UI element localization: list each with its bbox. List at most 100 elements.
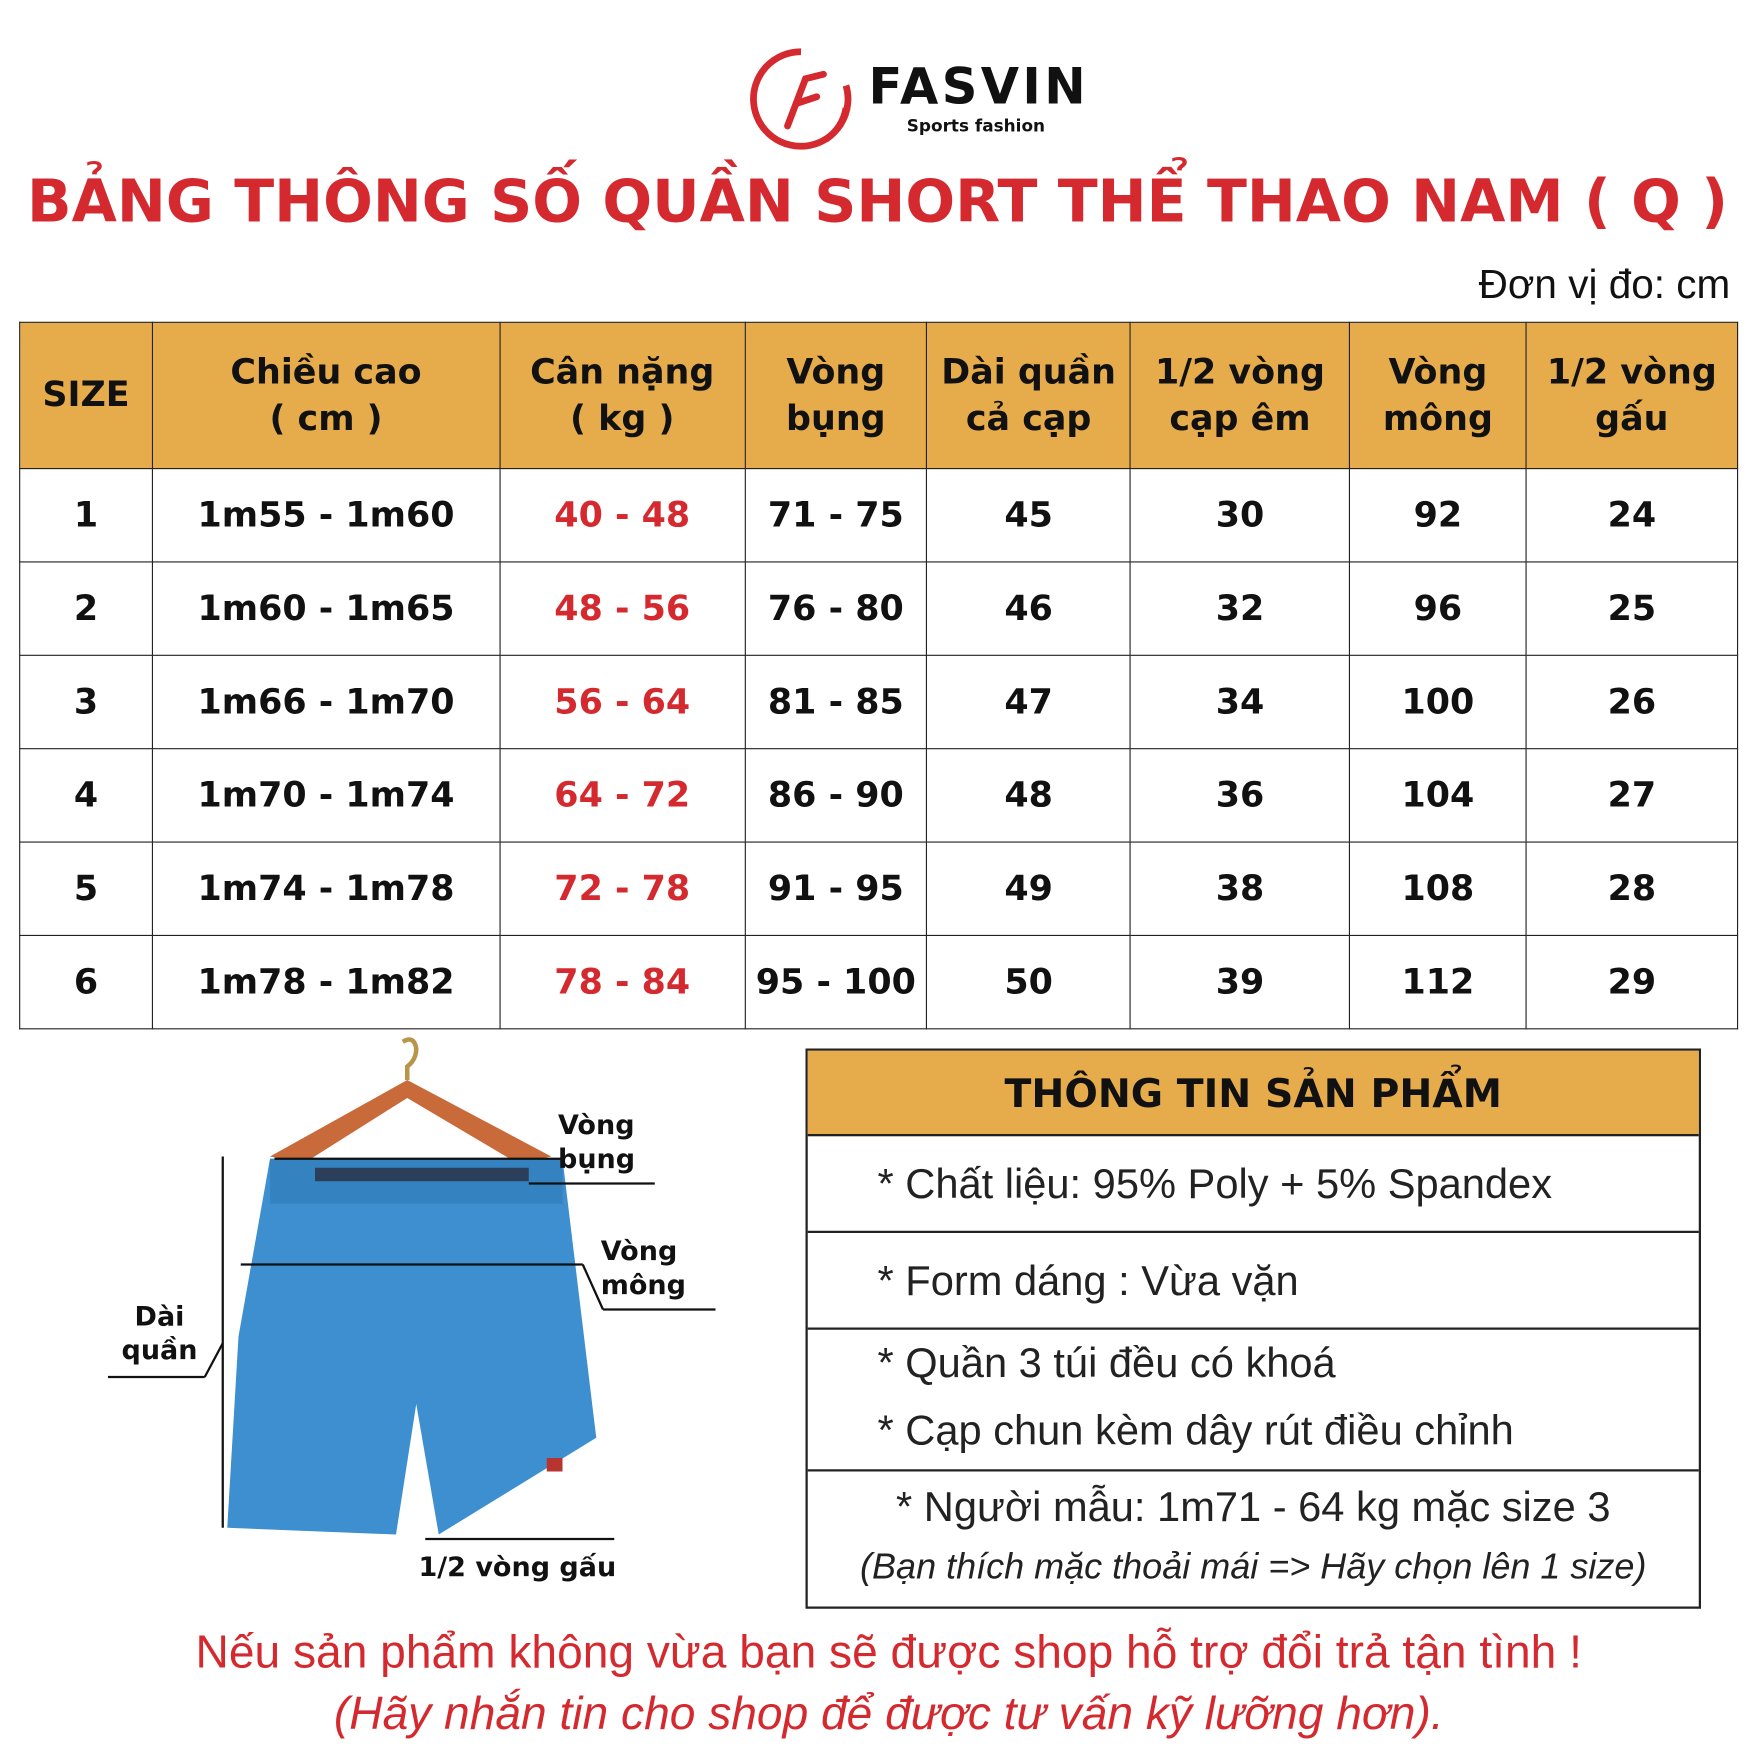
hip-label: Vòng mông [600, 1235, 686, 1301]
table-cell: 38 [1129, 841, 1351, 936]
table-cell: 104 [1349, 748, 1527, 843]
table-cell: 40 - 48 [499, 468, 746, 563]
table-cell: 25 [1525, 561, 1739, 656]
table-cell: 4 [19, 748, 153, 843]
table-cell: 32 [1129, 561, 1351, 656]
column-header-line: cả cạp [965, 397, 1092, 439]
column-header-line: ( kg ) [570, 397, 675, 439]
column-header: SIZE [19, 321, 153, 470]
column-header-line: bụng [786, 397, 886, 439]
table-cell: 3 [19, 654, 153, 750]
brand-name: FASVIN [868, 58, 1089, 116]
shorts-diagram [108, 1037, 716, 1541]
table-row: 4 1m70 - 1m74 64 - 72 86 - 90 48 36 104 27 [19, 748, 1739, 843]
table-cell: 1m70 - 1m74 [151, 748, 501, 843]
product-info-title: THÔNG TIN SẢN PHẨM [807, 1050, 1699, 1137]
info-pockets: * Quần 3 túi đều có khoá [877, 1339, 1336, 1386]
column-header-line: gấu [1595, 397, 1669, 439]
hanger-icon [270, 1080, 552, 1164]
table-cell: 2 [19, 561, 153, 656]
table-cell: 1m74 - 1m78 [151, 841, 501, 936]
column-header: Cân nặng( kg ) [499, 321, 746, 470]
table-cell: 39 [1129, 934, 1351, 1030]
column-header-line: 1/2 vòng [1546, 351, 1717, 393]
table-cell: 81 - 85 [744, 654, 928, 750]
info-waistband: * Cạp chun kèm dây rút điều chỉnh [877, 1407, 1514, 1454]
table-cell: 1m78 - 1m82 [151, 934, 501, 1030]
table-cell: 34 [1129, 654, 1351, 750]
table-cell: 26 [1525, 654, 1739, 750]
table-cell: 50 [926, 934, 1131, 1030]
table-cell: 64 - 72 [499, 748, 746, 843]
waist-label: Vòng bụng [558, 1109, 636, 1175]
info-tip: (Bạn thích mặc thoải mái => Hãy chọn lên… [860, 1545, 1647, 1587]
table-cell: 96 [1349, 561, 1527, 656]
table-cell: 112 [1349, 934, 1527, 1030]
column-header-line: Chiều cao [230, 351, 422, 393]
table-cell: 46 [926, 561, 1131, 656]
table-cell: 29 [1525, 934, 1739, 1030]
column-header-line: cạp êm [1169, 397, 1311, 439]
info-form: * Form dáng : Vừa vặn [807, 1233, 1699, 1330]
column-header-line: Vòng [1388, 351, 1488, 393]
column-header-line: ( cm ) [269, 397, 383, 439]
column-header-line: Cân nặng [530, 351, 715, 393]
unit-label: Đơn vị đo: cm [1478, 261, 1731, 308]
column-header: 1/2 vòng cạp êm [1129, 321, 1351, 470]
table-cell: 28 [1525, 841, 1739, 936]
brand-logo-icon [750, 48, 852, 150]
size-table: SIZE Chiều cao( cm ) Cân nặng( kg ) Vòng bụn… [19, 321, 1739, 1030]
column-header: Vòng bụng [744, 321, 928, 470]
table-cell: 47 [926, 654, 1131, 750]
table-cell: 48 - 56 [499, 561, 746, 656]
table-cell: 78 - 84 [499, 934, 746, 1030]
info-model: * Người mẫu: 1m71 - 64 kg mặc size 3 [895, 1483, 1611, 1530]
table-cell: 95 - 100 [744, 934, 928, 1030]
hanger-hook-icon [401, 1037, 419, 1080]
length-label: Dài quần [121, 1300, 198, 1366]
table-cell: 108 [1349, 841, 1527, 936]
brand-tagline: Sports fashion [906, 115, 1046, 137]
table-row: 6 1m78 - 1m82 78 - 84 95 - 100 50 39 112 29 [19, 934, 1739, 1030]
footer-note: Nếu sản phẩm không vừa bạn sẽ được shop … [195, 1625, 1582, 1678]
table-cell: 1m60 - 1m65 [151, 561, 501, 656]
table-cell: 24 [1525, 468, 1739, 563]
table-cell: 5 [19, 841, 153, 936]
column-header: Dài quần cả cạp [926, 321, 1131, 470]
table-cell: 91 - 95 [744, 841, 928, 936]
table-cell: 86 - 90 [744, 748, 928, 843]
table-cell: 30 [1129, 468, 1351, 563]
table-cell: 36 [1129, 748, 1351, 843]
column-header: Chiều cao( cm ) [151, 321, 501, 470]
column-header-line: Dài quần [941, 351, 1116, 393]
table-cell: 49 [926, 841, 1131, 936]
table-row: 3 1m66 - 1m70 56 - 64 81 - 85 47 34 100 26 [19, 654, 1739, 750]
table-cell: 27 [1525, 748, 1739, 843]
page-title: BẢNG THÔNG SỐ QUẦN SHORT THỂ THAO NAM ( … [27, 168, 1728, 237]
table-cell: 92 [1349, 468, 1527, 563]
table-cell: 100 [1349, 654, 1527, 750]
hem-label: 1/2 vòng gấu [418, 1551, 617, 1583]
table-cell: 1m55 - 1m60 [151, 468, 501, 563]
column-header-line: Vòng [786, 351, 886, 393]
table-row: 1 1m55 - 1m60 40 - 48 71 - 75 45 30 92 24 [19, 468, 1739, 563]
table-cell: 6 [19, 934, 153, 1030]
footer-subnote: (Hãy nhắn tin cho shop để được tư vấn kỹ… [333, 1687, 1444, 1740]
table-cell: 1m66 - 1m70 [151, 654, 501, 750]
table-cell: 76 - 80 [744, 561, 928, 656]
table-cell: 48 [926, 748, 1131, 843]
column-header-line: mông [1382, 397, 1493, 439]
column-header: Vòng mông [1349, 321, 1527, 470]
table-cell: 72 - 78 [499, 841, 746, 936]
table-cell: 45 [926, 468, 1131, 563]
product-info-box: THÔNG TIN SẢN PHẨM * Chất liệu: 95% Poly… [805, 1048, 1701, 1609]
table-cell: 71 - 75 [744, 468, 928, 563]
column-header-line: 1/2 vòng [1155, 351, 1325, 393]
table-row: 5 1m74 - 1m78 72 - 78 91 - 95 49 38 108 28 [19, 841, 1739, 936]
shorts-image [227, 1158, 597, 1535]
info-material: * Chất liệu: 95% Poly + 5% Spandex [807, 1136, 1699, 1233]
column-header-line: SIZE [42, 374, 130, 416]
table-cell: 56 - 64 [499, 654, 746, 750]
table-cell: 1 [19, 468, 153, 563]
table-row: 2 1m60 - 1m65 48 - 56 76 - 80 46 32 96 25 [19, 561, 1739, 656]
